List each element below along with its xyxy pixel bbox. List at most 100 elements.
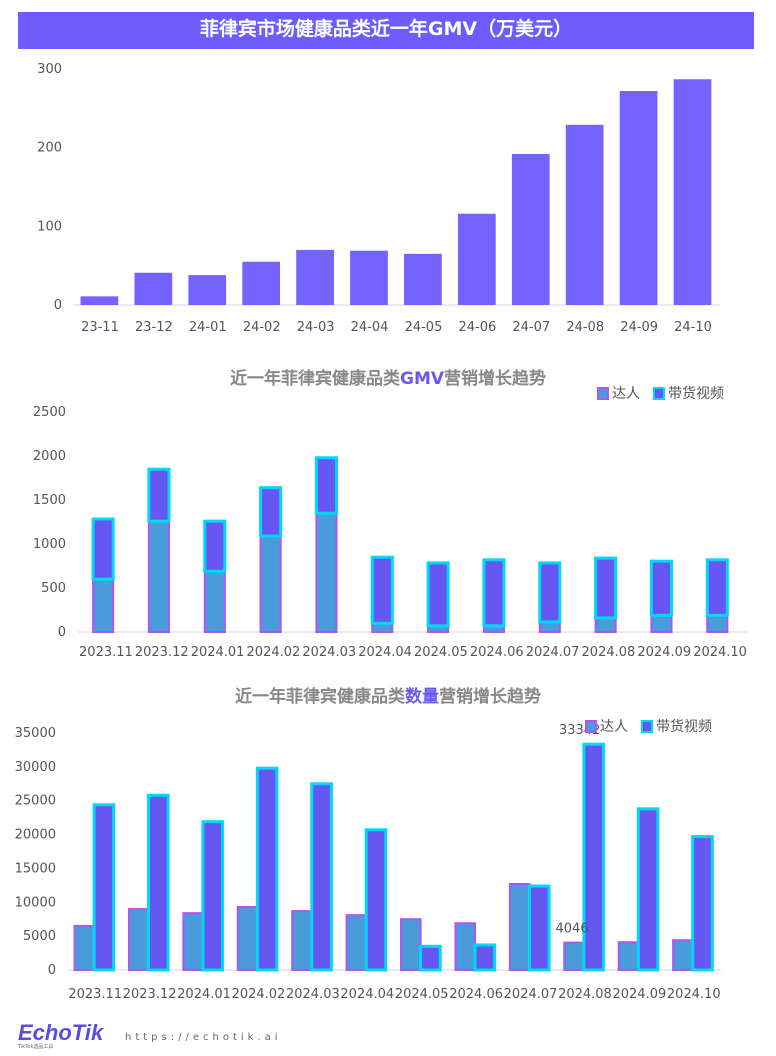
bar-daren (127, 908, 150, 971)
y-tick-label: 35000 (15, 726, 56, 741)
x-tick-label: 2024.03 (286, 987, 340, 1000)
y-tick-label: 1500 (33, 493, 66, 508)
x-tick-label: 2023.12 (135, 645, 189, 660)
x-tick-label: 23-12 (135, 320, 173, 335)
title-part: GMV (400, 369, 445, 389)
y-tick-label: 2000 (33, 449, 66, 464)
bar-video (649, 559, 674, 617)
legend-label: 带货视频 (656, 718, 712, 735)
chart-title: 近一年菲律宾健康品类数量营销增长趋势 (235, 686, 541, 707)
bar-video (538, 561, 562, 624)
x-tick-label: 2024.05 (414, 645, 468, 660)
x-tick-label: 2024.08 (558, 987, 612, 1000)
y-tick-label: 20000 (15, 828, 56, 843)
bar-daren (617, 941, 640, 972)
chart-title: 近一年菲律宾健康品类GMV营销增长趋势 (230, 368, 546, 389)
bar-daren (259, 535, 282, 633)
title-part: 营销增长趋势 (444, 368, 546, 389)
x-tick-label: 24-05 (405, 320, 443, 335)
x-tick-label: 24-06 (458, 320, 496, 335)
x-tick-label: 24-07 (512, 320, 550, 335)
title-part: 数量 (405, 686, 439, 707)
bar (350, 250, 388, 305)
x-tick-label: 24-04 (351, 320, 389, 335)
bar (188, 275, 227, 305)
bar (404, 253, 442, 305)
x-tick-label: 2024.06 (470, 645, 524, 660)
bar-daren (315, 512, 338, 633)
y-tick-label: 1000 (33, 537, 66, 552)
bar-video (314, 456, 339, 515)
y-tick-label: 10000 (15, 895, 56, 910)
bar (80, 296, 119, 305)
bar-video (201, 820, 225, 972)
bar-video (419, 944, 442, 972)
footer-logo: EchoTik TikTok选品工具 (18, 1020, 103, 1050)
x-tick-label: 2023.11 (79, 645, 133, 660)
bar-daren (182, 912, 204, 971)
bar-video (705, 558, 729, 617)
y-tick-label: 0 (54, 298, 62, 313)
x-tick-label: 23-11 (81, 320, 119, 335)
bar-video (147, 467, 171, 523)
footer-url: https://echotik.ai (125, 1032, 282, 1043)
x-tick-label: 24-01 (189, 320, 227, 335)
echotik-logo: EchoTik (18, 1020, 104, 1045)
legend-swatch-daren (585, 720, 597, 733)
legend-label: 达人 (612, 386, 640, 402)
x-tick-label: 2023.11 (68, 987, 122, 1000)
bar-daren (147, 520, 171, 633)
y-tick-label: 0 (58, 625, 66, 640)
bar-video (255, 766, 279, 972)
bar (673, 79, 712, 305)
bar-daren (345, 914, 368, 971)
x-tick-label: 2024.04 (358, 645, 412, 660)
x-tick-label: 2024.07 (526, 645, 580, 660)
bar (134, 272, 173, 305)
bar-daren (672, 939, 694, 972)
x-tick-label: 24-03 (297, 320, 335, 335)
x-tick-label: 2024.01 (177, 987, 231, 1000)
bar-video (691, 835, 714, 972)
bar-daren (538, 620, 561, 634)
bar-video (582, 742, 605, 972)
bar-video (91, 517, 115, 581)
x-tick-label: 2024.09 (612, 987, 666, 1000)
gmv-bar-chart: 0 100 200 300 23-11 23-12 24-01 24-02 24-03 24-04… (37, 62, 720, 335)
x-tick-label: 2024.01 (191, 645, 245, 660)
bar (565, 124, 604, 305)
bar-video (527, 884, 551, 972)
title-part: 近一年菲律宾健康品类 (230, 368, 401, 389)
x-tick-label: 24-10 (674, 320, 712, 335)
x-tick-label: 2024.05 (395, 987, 449, 1000)
x-tick-label: 2024.02 (247, 645, 301, 660)
y-tick-label: 100 (37, 219, 62, 234)
legend-swatch-video (653, 387, 665, 400)
bar (457, 213, 496, 305)
bar (242, 261, 281, 305)
x-tick-label: 2024.04 (340, 987, 394, 1000)
bar (619, 91, 658, 305)
x-tick-label: 24-09 (620, 320, 658, 335)
bar-daren (594, 616, 617, 634)
bar-video (92, 803, 116, 972)
x-tick-label: 2024.03 (302, 645, 356, 660)
bar-video (636, 807, 660, 972)
x-tick-label: 2024.10 (667, 987, 721, 1000)
bar-video (370, 555, 394, 625)
bar-daren (92, 578, 115, 633)
y-tick-label: 25000 (15, 794, 56, 809)
chart1-title-banner: 菲律宾市场健康品类近一年GMV（万美元） (18, 12, 754, 49)
x-tick-label: 24-02 (243, 320, 281, 335)
y-tick-label: 0 (48, 963, 56, 978)
bar-daren (73, 924, 96, 972)
x-tick-label: 2024.08 (582, 645, 636, 660)
y-tick-label: 5000 (23, 929, 56, 944)
bar-video (482, 558, 506, 628)
x-tick-label: 2024.09 (637, 645, 691, 660)
legend-label: 达人 (600, 719, 628, 735)
bar-daren (236, 906, 259, 971)
legend-swatch-daren (597, 387, 609, 400)
bar-daren (454, 922, 477, 972)
